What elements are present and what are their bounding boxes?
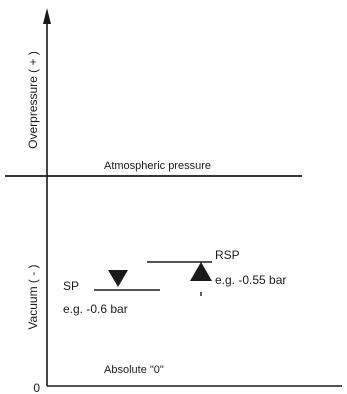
zero-label: 0 — [33, 381, 40, 394]
atmospheric-pressure-label: Atmospheric pressure — [104, 160, 211, 172]
overpressure-axis-label: Overpressure ( + ) — [26, 51, 40, 149]
axis-arrow-head — [43, 8, 51, 24]
absolute-zero-label: Absolute "0" — [104, 364, 164, 376]
sp-example-value: e.g. -0.6 bar — [63, 302, 128, 316]
rsp-up-triangle-icon — [190, 262, 212, 281]
sp-label: SP — [63, 279, 79, 293]
sp-down-triangle-icon — [108, 270, 128, 287]
rsp-example-value: e.g. -0.55 bar — [215, 273, 286, 287]
vacuum-axis-label: Vacuum ( - ) — [26, 264, 40, 329]
rsp-label: RSP — [215, 248, 240, 262]
